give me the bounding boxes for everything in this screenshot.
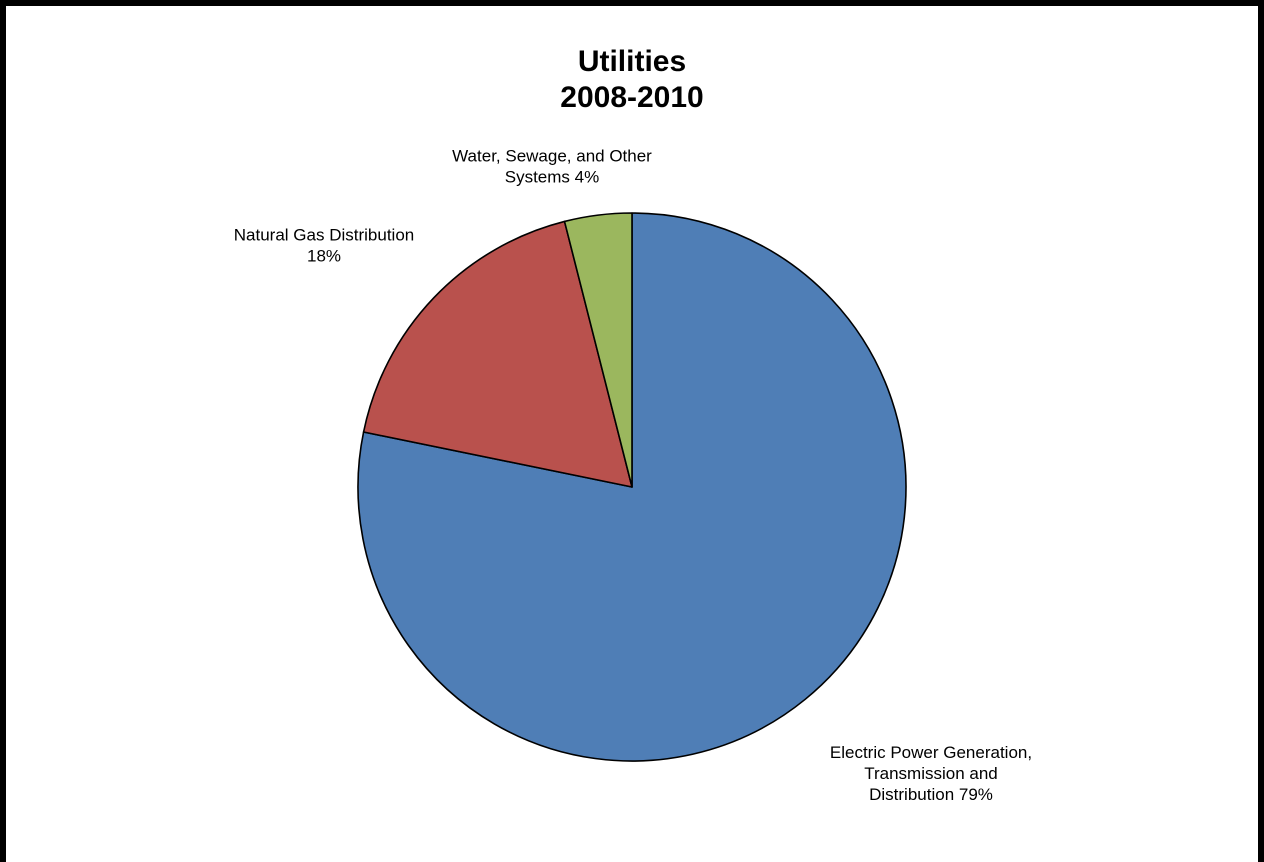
chart-title: Utilities 2008-2010 bbox=[0, 44, 1264, 116]
pie-label-3-line-1: Water, Sewage, and Other bbox=[452, 147, 652, 166]
pie-labels: Electric Power Generation, Transmission a… bbox=[234, 147, 1032, 805]
pie-label-2: Natural Gas Distribution 18% bbox=[234, 226, 414, 266]
pie-label-2-line-1: Natural Gas Distribution bbox=[234, 226, 414, 245]
pie-slice-1 bbox=[357, 212, 907, 762]
pie-label-1-line-3: Distribution 79% bbox=[869, 785, 993, 804]
pie-label-3-line-2: Systems 4% bbox=[505, 168, 599, 187]
pie-label-3: Water, Sewage, and Other Systems 4% bbox=[452, 147, 652, 187]
pie-label-1-line-1: Electric Power Generation, bbox=[830, 743, 1032, 762]
pie-label-2-line-2: 18% bbox=[307, 247, 341, 266]
chart-title-line-2: 2008-2010 bbox=[560, 81, 704, 114]
pie-slices bbox=[357, 212, 907, 762]
chart-title-line-1: Utilities bbox=[577, 45, 687, 78]
pie-slice-2 bbox=[362, 220, 633, 488]
pie-label-1-line-2: Transmission and bbox=[864, 764, 998, 783]
pie-label-1: Electric Power Generation, Transmission a… bbox=[830, 743, 1032, 804]
pie-slice-3 bbox=[563, 212, 633, 488]
